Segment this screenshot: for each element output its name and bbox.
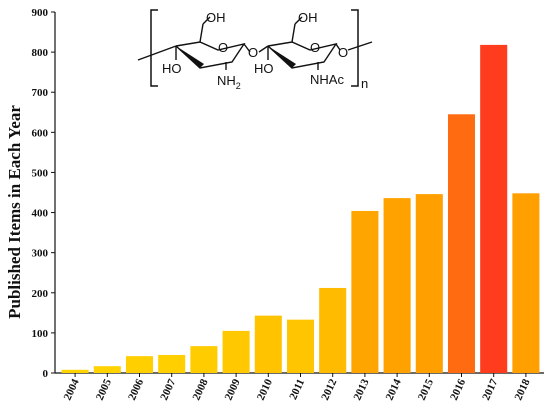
left-bracket [150,9,158,87]
x-tick-label: 2009 [223,377,243,402]
left-oh-label: OH [206,10,226,25]
right-ch2-oh-bond [294,16,303,25]
x-tick-label: 2018 [512,377,532,402]
left-terminal-bond [137,45,177,61]
x-tick-label: 2012 [319,377,339,402]
x-tick-label: 2004 [62,377,82,402]
repeat-n: n [361,76,368,91]
bar-2012 [319,287,347,373]
x-tick-label: 2013 [351,377,371,402]
left-nh2-label: NH2 [217,73,241,91]
glycosidic-bond-right [258,45,269,53]
x-tick-label: 2014 [384,377,404,402]
right-bracket [351,9,359,87]
bar-2018 [512,193,540,373]
bars [61,44,540,374]
x-tick-label: 2015 [416,377,436,402]
right-ring-wedge [268,46,296,68]
left-ho-label: HO [162,61,182,76]
x-ticks: 2004 2005 2006 2007 2008 2009 2010 2011 2012 2013… [62,373,533,402]
y-tick-label: 300 [32,248,49,260]
right-end-oxygen-bond [335,43,341,51]
chitosan-structure-diagram: n OH O HO NH2 O OH O HO NHAc O [137,9,373,91]
x-tick-label: 2007 [158,377,178,402]
y-ticks: 0 100 200 300 400 500 600 700 800 900 [32,7,55,380]
y-tick-label: 900 [32,7,49,19]
bar-2016 [447,114,476,374]
left-ring-wedge [176,46,204,68]
right-ch2-bond [291,23,296,43]
y-tick-label: 800 [32,47,49,59]
bar-2013 [351,210,379,373]
x-tick-label: 2006 [126,377,146,402]
y-axis-label: Published Items in Each Year [5,105,24,319]
bar-2011 [286,319,315,373]
bar-2005 [93,366,121,373]
y-tick-label: 0 [43,368,49,380]
bar-2006 [125,356,154,373]
left-ring-oxygen: O [218,40,228,55]
glycosidic-oxygen: O [248,45,258,60]
right-ring-oxygen: O [310,40,320,55]
left-ch2-bond [199,23,204,43]
right-oh-label: OH [298,10,318,25]
y-tick-label: 500 [32,167,49,179]
y-tick-label: 200 [32,288,49,300]
bar-2007 [158,354,186,373]
x-tick-label: 2016 [448,377,468,402]
end-oxygen: O [338,45,348,60]
x-tick-label: 2005 [94,377,114,402]
y-tick-label: 600 [32,127,49,139]
y-tick-label: 400 [32,208,49,220]
bar-2017 [480,44,508,373]
bar-2004 [61,369,89,373]
bar-2008 [190,346,218,373]
bar-2009 [222,330,250,373]
bar-2014 [383,198,411,373]
bar-2015 [415,194,443,373]
x-tick-label: 2017 [480,377,500,402]
x-tick-label: 2010 [255,377,275,402]
right-nhac-label: NHAc [310,72,344,87]
x-tick-label: 2011 [287,377,307,401]
right-terminal-bond [347,41,373,51]
glycosidic-bond-left [243,43,251,53]
y-tick-label: 100 [32,328,49,340]
y-tick-label: 700 [32,87,49,99]
bar-2010 [254,315,282,373]
x-tick-label: 2008 [190,377,210,402]
right-ho-label: HO [254,61,274,76]
left-ch2-oh-bond [202,16,211,25]
